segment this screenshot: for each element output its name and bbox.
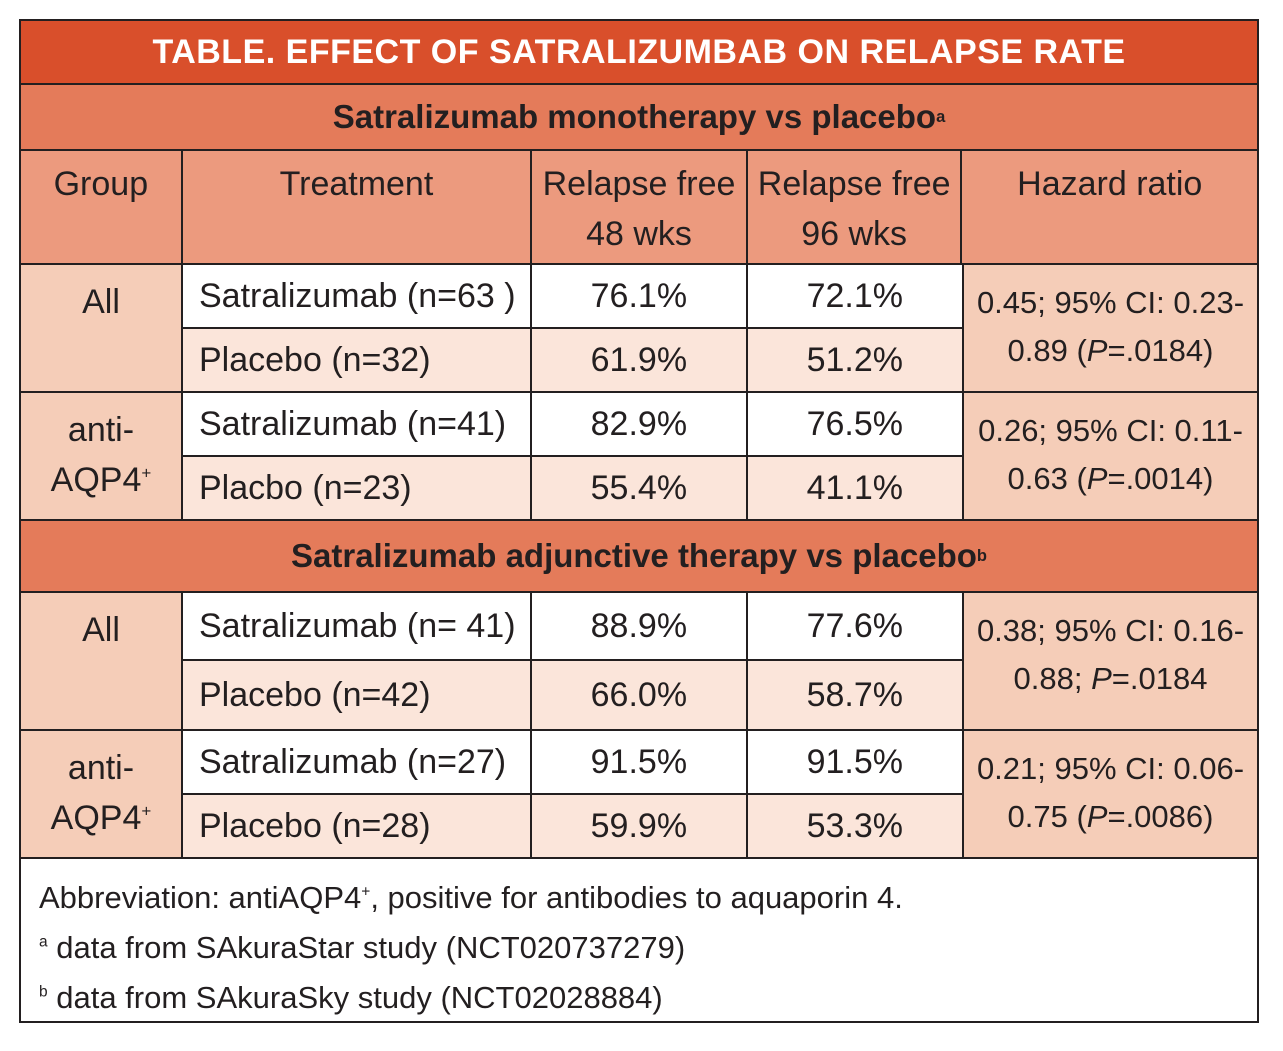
rf96-cell: 53.3%: [747, 795, 962, 859]
rf96-cell: 72.1%: [747, 265, 962, 329]
hazard-ratio-cell: 0.21; 95% CI: 0.06- 0.75 (P=.0086): [962, 731, 1257, 859]
treatment-cell: Placebo (n=28): [183, 795, 533, 859]
header-rf96-line1: Relapse free: [757, 165, 951, 203]
adj-all-block: All Satralizumab (n= 41) 88.9% 77.6% Pla…: [21, 593, 1257, 731]
footnotes: Abbreviation: antiAQP4+, positive for an…: [21, 859, 1257, 1037]
table-row: Placebo (n=42) 66.0% 58.7%: [183, 661, 962, 731]
footnote-a-text: data from SAkuraStar study (NCT020737279…: [47, 930, 686, 965]
hr-post: =.0184): [1107, 333, 1214, 368]
rf48-cell: 55.4%: [532, 457, 748, 521]
section-adjunctive-label: Satralizumab adjunctive therapy vs place…: [291, 537, 977, 574]
hazard-ratio-line2: 0.63 (P=.0014): [964, 455, 1257, 503]
results-table: TABLE. EFFECT OF SATRALIZUMBAB ON RELAPS…: [19, 19, 1259, 1023]
header-rf96-line2: 96 wks: [801, 215, 908, 253]
table-row: Placebo (n=28) 59.9% 53.3%: [183, 795, 962, 859]
rf48-cell: 61.9%: [532, 329, 748, 393]
rf48-cell: 66.0%: [532, 661, 748, 731]
group-line1: anti-: [67, 749, 135, 787]
group-line2: AQP4+: [21, 793, 181, 843]
treatment-cell: Placebo (n=42): [183, 661, 533, 731]
rf48-cell: 76.1%: [532, 265, 748, 329]
hr-post: =.0184: [1111, 661, 1208, 696]
hr-pre: 0.88;: [1013, 661, 1092, 696]
table-title: TABLE. EFFECT OF SATRALIZUMBAB ON RELAPS…: [21, 21, 1257, 85]
abbrev-plus: +: [361, 883, 371, 901]
hazard-ratio-cell: 0.45; 95% CI: 0.23- 0.89 (P=.0184): [962, 265, 1257, 393]
treatment-cell: Satralizumab (n= 41): [183, 593, 533, 661]
table-row: Satralizumab (n=63 ) 76.1% 72.1%: [183, 265, 962, 329]
section-monotherapy: Satralizumab monotherapy vs placebo a: [21, 85, 1257, 151]
group-plus: +: [141, 463, 152, 483]
header-relapse-free-96: Relapse free 96 wks: [747, 151, 963, 265]
header-relapse-free-48: Relapse free 48 wks: [532, 151, 748, 265]
footnote-b-text: data from SAkuraSky study (NCT02028884): [47, 980, 663, 1015]
footnote-b: b data from SAkuraSky study (NCT02028884…: [39, 973, 1239, 1023]
abbreviation-note: Abbreviation: antiAQP4+, positive for an…: [39, 873, 1239, 923]
p-symbol: P: [1086, 799, 1108, 834]
group-label: anti- AQP4+: [21, 731, 183, 859]
adj-aqp4-block: anti- AQP4+ Satralizumab (n=27) 91.5% 91…: [21, 731, 1257, 859]
hr-pre: 0.89 (: [1007, 333, 1087, 368]
group-label: anti- AQP4+: [21, 393, 183, 521]
header-rf48-line2: 48 wks: [586, 215, 692, 253]
header-treatment: Treatment: [182, 151, 533, 265]
hazard-ratio-line2: 0.89 (P=.0184): [964, 327, 1257, 375]
abbrev-post: , positive for antibodies to aquaporin 4…: [370, 880, 903, 915]
rf96-cell: 58.7%: [747, 661, 962, 731]
table-row: Satralizumab (n=27) 91.5% 91.5%: [183, 731, 962, 795]
hr-post: =.0014): [1107, 461, 1214, 496]
group-line2: AQP4+: [21, 455, 181, 505]
table-row: Placebo (n=32) 61.9% 51.2%: [183, 329, 962, 393]
table-row: Satralizumab (n=41) 82.9% 76.5%: [183, 393, 962, 457]
header-group: Group: [21, 151, 183, 265]
rf96-cell: 77.6%: [747, 593, 962, 661]
group-plus: +: [141, 801, 152, 821]
hr-pre: 0.75 (: [1007, 799, 1087, 834]
rf48-cell: 88.9%: [532, 593, 748, 661]
header-hazard-ratio: Hazard ratio: [962, 151, 1257, 265]
hazard-ratio-line1: 0.26; 95% CI: 0.11-: [978, 413, 1243, 448]
hazard-ratio-line2: 0.88; P=.0184: [964, 655, 1257, 703]
group-aqp4: AQP4: [50, 799, 142, 837]
rf96-cell: 41.1%: [747, 457, 962, 521]
hr-pre: 0.63 (: [1007, 461, 1087, 496]
rf48-cell: 82.9%: [532, 393, 748, 457]
hazard-ratio-line1: 0.45; 95% CI: 0.23-: [976, 285, 1245, 320]
table-row: Placbo (n=23) 55.4% 41.1%: [183, 457, 962, 521]
treatment-cell: Placebo (n=32): [183, 329, 533, 393]
mono-all-block: All Satralizumab (n=63 ) 76.1% 72.1% Pla…: [21, 265, 1257, 393]
table-row: Satralizumab (n= 41) 88.9% 77.6%: [183, 593, 962, 661]
abbrev-pre: Abbreviation: antiAQP4: [39, 880, 362, 915]
p-symbol: P: [1091, 661, 1112, 696]
hazard-ratio-line1: 0.38; 95% CI: 0.16-: [976, 613, 1245, 648]
column-header-row: Group Treatment Relapse free 48 wks Rela…: [21, 151, 1257, 265]
mono-aqp4-block: anti- AQP4+ Satralizumab (n=41) 82.9% 76…: [21, 393, 1257, 521]
group-label: All: [21, 593, 183, 731]
rf48-cell: 91.5%: [532, 731, 748, 795]
rf96-cell: 91.5%: [747, 731, 962, 795]
section-adjunctive: Satralizumab adjunctive therapy vs place…: [21, 521, 1257, 593]
rf48-cell: 59.9%: [532, 795, 748, 859]
group-line1: anti-: [67, 411, 135, 449]
treatment-cell: Satralizumab (n=63 ): [183, 265, 533, 329]
section-monotherapy-label: Satralizumab monotherapy vs placebo: [332, 98, 937, 135]
footnote-b-mark: b: [39, 983, 48, 1001]
rf96-cell: 76.5%: [747, 393, 962, 457]
group-aqp4: AQP4: [50, 461, 142, 499]
treatment-cell: Satralizumab (n=27): [183, 731, 533, 795]
rf96-cell: 51.2%: [747, 329, 962, 393]
hazard-ratio-cell: 0.38; 95% CI: 0.16- 0.88; P=.0184: [962, 593, 1257, 731]
p-symbol: P: [1086, 333, 1108, 368]
header-rf48-line1: Relapse free: [542, 165, 736, 203]
group-label: All: [21, 265, 183, 393]
footnote-a-mark: a: [39, 933, 48, 951]
p-symbol: P: [1086, 461, 1108, 496]
hazard-ratio-line1: 0.21; 95% CI: 0.06-: [976, 751, 1245, 786]
hazard-ratio-cell: 0.26; 95% CI: 0.11- 0.63 (P=.0014): [962, 393, 1257, 521]
treatment-cell: Placbo (n=23): [183, 457, 533, 521]
hazard-ratio-line2: 0.75 (P=.0086): [964, 793, 1257, 841]
treatment-cell: Satralizumab (n=41): [183, 393, 533, 457]
hr-post: =.0086): [1107, 799, 1214, 834]
footnote-a: a data from SAkuraStar study (NCT0207372…: [39, 923, 1239, 973]
